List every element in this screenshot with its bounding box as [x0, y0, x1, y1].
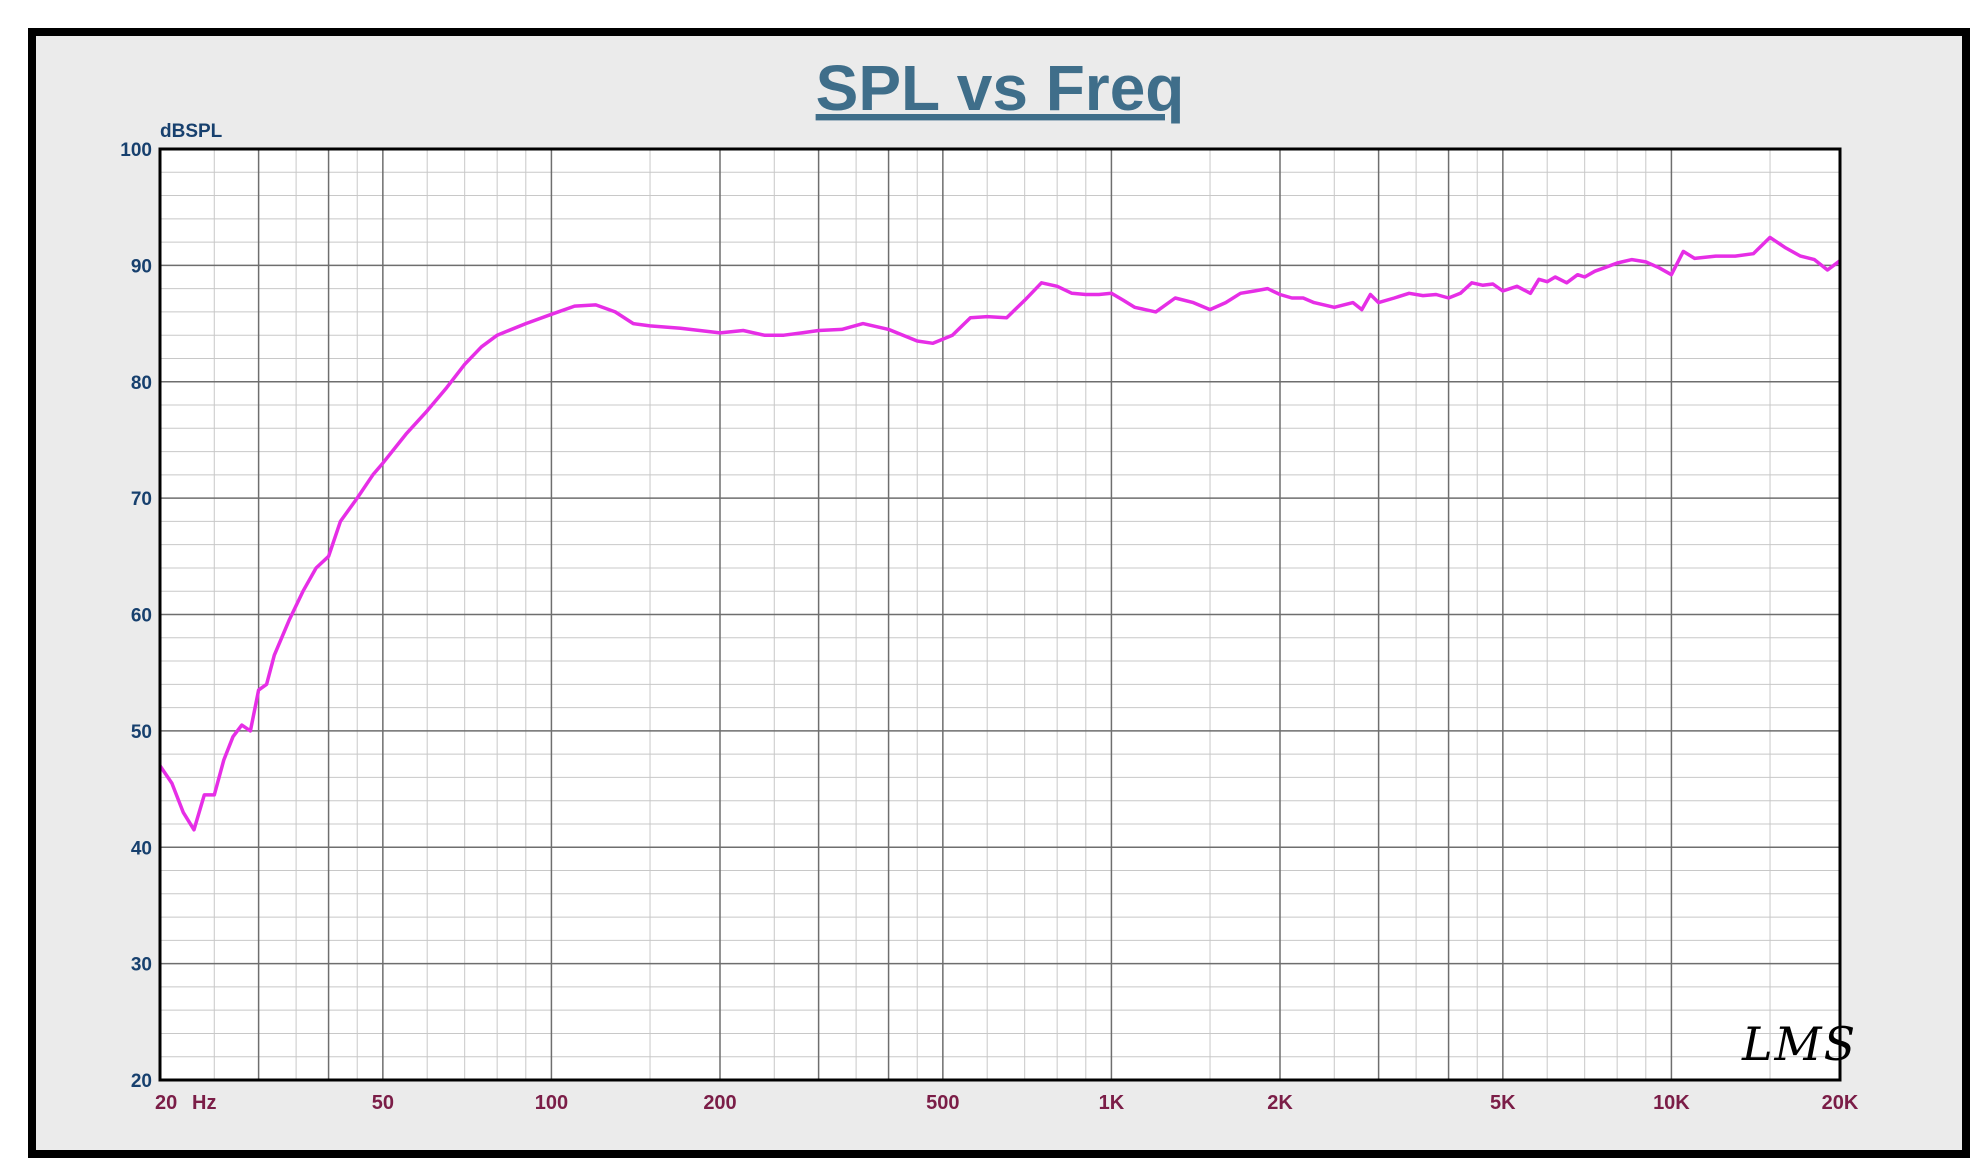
- y-tick-label: 20: [131, 1071, 152, 1092]
- plot-border: [158, 147, 1842, 1082]
- y-tick-label: 40: [131, 838, 152, 859]
- y-tick-label: 80: [131, 373, 152, 394]
- y-tick-label: 70: [131, 489, 152, 510]
- x-tick-label: 50: [372, 1092, 394, 1114]
- x-tick-labels: 20 50 100 200 500 1K 2K 5K 10K 20K: [155, 1092, 1859, 1114]
- x-tick-label: 1K: [1099, 1092, 1125, 1114]
- x-tick-label: 200: [703, 1092, 736, 1114]
- y-axis-label: dBSPL: [160, 121, 223, 142]
- y-tick-label: 50: [131, 722, 152, 743]
- y-tick-label: 90: [131, 256, 152, 277]
- x-tick-label: 20K: [1822, 1092, 1859, 1114]
- lms-watermark: LMS: [1741, 1017, 1857, 1071]
- x-tick-label: 2K: [1267, 1092, 1293, 1114]
- spl-curve: [158, 235, 1842, 832]
- x-tick-label: 100: [535, 1092, 568, 1114]
- minor-grid: [160, 149, 1840, 1080]
- x-tick-label: 10K: [1653, 1092, 1690, 1114]
- y-tick-label: 30: [131, 955, 152, 976]
- x-tick-label: 500: [926, 1092, 959, 1114]
- y-tick-label: 60: [131, 606, 152, 627]
- x-tick-label: 20: [155, 1092, 177, 1114]
- y-tick-label: 100: [120, 140, 152, 161]
- chart-title: SPL vs Freq: [816, 52, 1185, 124]
- y-tick-labels: 20 30 40 50 60 70 80 90 100: [120, 140, 152, 1092]
- x-axis-label: Hz: [192, 1092, 216, 1114]
- x-tick-label: 5K: [1490, 1092, 1516, 1114]
